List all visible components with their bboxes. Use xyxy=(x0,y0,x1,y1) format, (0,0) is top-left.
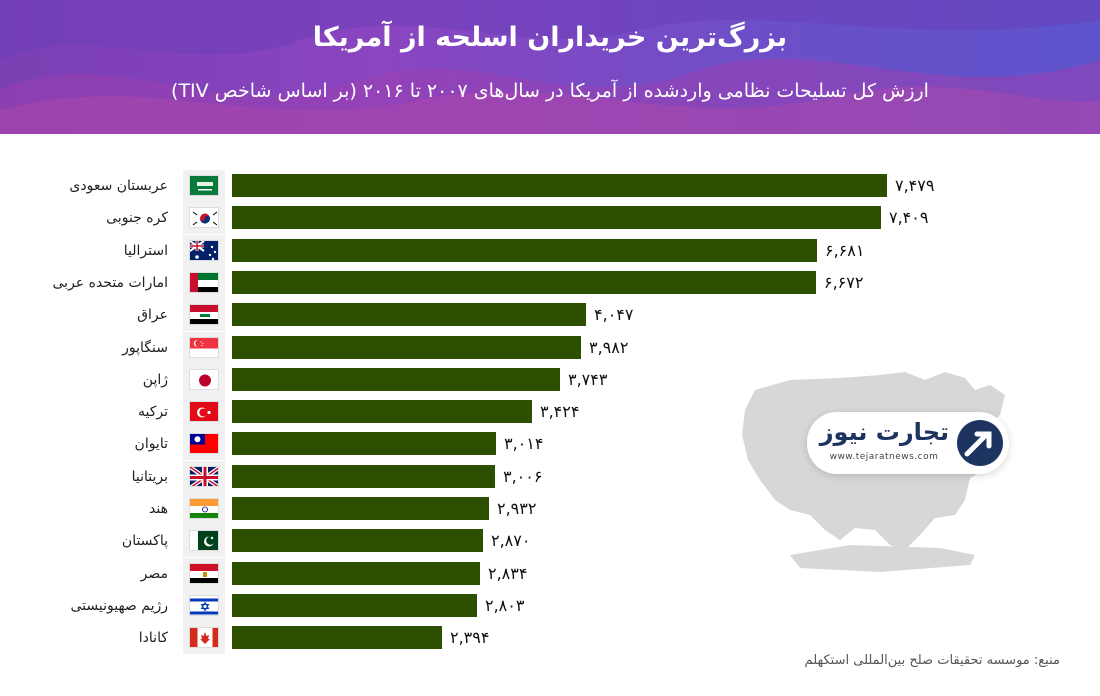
value-label: ۶,۶۸۱ xyxy=(825,240,865,260)
flag-cell xyxy=(183,428,225,461)
flag-cell xyxy=(183,460,225,493)
flag-cell xyxy=(183,557,225,590)
value-label: ۴,۰۴۷ xyxy=(594,305,634,325)
category-label: رژیم صهیونیستی xyxy=(70,597,169,614)
bar-row: عراق ۴,۰۴۷ xyxy=(0,299,1100,332)
category-label: سنگاپور xyxy=(122,339,168,356)
flag-cell xyxy=(183,396,225,429)
value-label: ۶,۶۷۲ xyxy=(824,272,864,292)
value-label: ۳,۴۲۴ xyxy=(540,402,580,422)
uae-flag-icon xyxy=(189,271,219,293)
bar-row: ژاپن ۳,۷۴۳ xyxy=(0,363,1100,396)
bar-row: کره جنوبی ۷,۴۰۹ xyxy=(0,202,1100,235)
value-label: ۳,۰۱۴ xyxy=(504,434,544,454)
bar xyxy=(232,303,586,327)
category-label: تایوان xyxy=(134,436,168,453)
bar-row: رژیم صهیونیستی ۲,۸۰۳ xyxy=(0,589,1100,622)
bar-row: سنگاپور ۳,۹۸۲ xyxy=(0,331,1100,364)
bar xyxy=(232,626,442,650)
bar xyxy=(232,400,532,424)
category-label: عربستان سعودی xyxy=(69,178,168,194)
bar xyxy=(232,529,483,553)
flag-cell xyxy=(183,363,225,396)
category-label: عراق xyxy=(137,307,168,324)
category-label: بریتانیا xyxy=(131,468,168,485)
category-label: کانادا xyxy=(138,630,168,647)
india-flag-icon xyxy=(189,498,219,519)
flag-cell xyxy=(183,331,225,364)
flag-cell xyxy=(183,202,225,235)
turkey-flag-icon xyxy=(189,401,219,423)
bar xyxy=(232,335,581,359)
bar xyxy=(232,497,489,520)
saudi-arabia-flag-icon xyxy=(189,175,219,196)
value-label: ۳,۷۴۳ xyxy=(568,369,608,389)
bar-row: هند ۲,۹۳۲ xyxy=(0,493,1100,525)
bar-row: پاکستان ۲,۸۷۰ xyxy=(0,525,1100,558)
category-label: ترکیه xyxy=(137,404,168,421)
bar-row: مصر ۲,۸۳۴ xyxy=(0,557,1100,590)
value-label: ۳,۹۸۲ xyxy=(589,337,629,357)
logo-url: www.tejaratnews.com xyxy=(829,452,939,462)
chart-subtitle: ارزش کل تسلیحات نظامی واردشده از آمریکا … xyxy=(171,80,929,102)
flag-cell xyxy=(183,299,225,332)
flag-cell xyxy=(183,234,225,267)
bar xyxy=(232,206,881,230)
logo-emblem-icon xyxy=(957,420,1003,466)
bar-row: ترکیه ۳,۴۲۴ xyxy=(0,396,1100,429)
flag-cell xyxy=(183,589,225,622)
value-label: ۳,۰۰۶ xyxy=(503,466,543,486)
bar-row: کانادا ۲,۳۹۴ xyxy=(0,622,1100,655)
bar xyxy=(232,432,496,456)
taiwan-flag-icon xyxy=(189,433,219,455)
value-label: ۲,۹۳۲ xyxy=(497,499,537,518)
flag-cell xyxy=(183,493,225,525)
value-label: ۲,۳۹۴ xyxy=(450,628,490,648)
egypt-flag-icon xyxy=(189,562,219,584)
logo-text: تجارت نیوز xyxy=(819,418,949,446)
flag-cell xyxy=(183,622,225,655)
category-label: ژاپن xyxy=(142,371,168,388)
bar xyxy=(232,270,816,294)
flag-cell xyxy=(183,266,225,299)
canada-flag-icon xyxy=(189,627,219,649)
bar xyxy=(232,464,495,488)
brand-logo: تجارت نیوز www.tejaratnews.com xyxy=(807,412,1009,474)
bar-row: امارات متحده عربی ۶,۶۷۲ xyxy=(0,266,1100,299)
bar xyxy=(232,593,477,617)
bar-row: استرالیا ۶,۶۸۱ xyxy=(0,234,1100,267)
bar xyxy=(232,174,887,197)
australia-flag-icon xyxy=(189,239,219,261)
category-label: امارات متحده عربی xyxy=(52,274,168,291)
israel-flag-icon xyxy=(189,594,219,616)
header-banner: بزرگ‌ترین خریداران اسلحه از آمریکا ارزش … xyxy=(0,0,1100,134)
bar xyxy=(232,238,817,262)
singapore-flag-icon xyxy=(189,336,219,358)
bar-row: بریتانیا ۳,۰۰۶ xyxy=(0,460,1100,493)
uk-flag-icon xyxy=(189,465,219,487)
category-label: استرالیا xyxy=(123,242,168,259)
chart-title: بزرگ‌ترین خریداران اسلحه از آمریکا xyxy=(312,22,788,53)
bar-row: عربستان سعودی ۷,۴۷۹ xyxy=(0,170,1100,202)
category-label: مصر xyxy=(140,565,168,582)
header-waves xyxy=(0,0,1100,134)
flag-cell xyxy=(183,170,225,202)
value-label: ۲,۸۳۴ xyxy=(488,563,528,583)
category-label: پاکستان xyxy=(121,533,168,550)
category-label: هند xyxy=(149,501,168,517)
source-note: منبع: موسسه تحقیقات صلح بین‌المللی استکه… xyxy=(804,653,1060,668)
pakistan-flag-icon xyxy=(189,530,219,552)
value-label: ۷,۴۰۹ xyxy=(889,208,929,228)
japan-flag-icon xyxy=(189,368,219,390)
bar xyxy=(232,561,480,585)
category-label: کره جنوبی xyxy=(106,210,168,227)
iraq-flag-icon xyxy=(189,304,219,326)
south-korea-flag-icon xyxy=(189,207,219,229)
bar xyxy=(232,367,560,391)
value-label: ۲,۸۷۰ xyxy=(491,531,531,551)
flag-cell xyxy=(183,525,225,558)
value-label: ۲,۸۰۳ xyxy=(485,595,525,615)
value-label: ۷,۴۷۹ xyxy=(895,176,935,195)
bar-row: تایوان ۳,۰۱۴ xyxy=(0,428,1100,461)
